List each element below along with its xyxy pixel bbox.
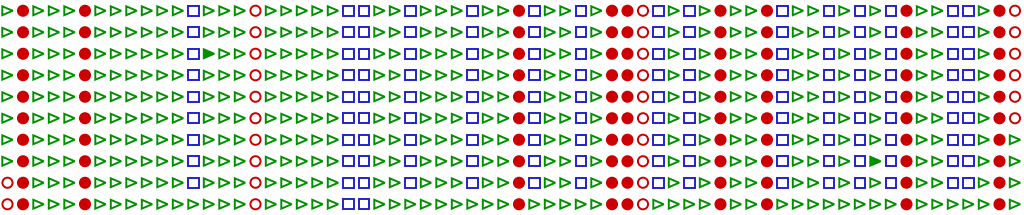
Circle shape (623, 135, 633, 145)
Circle shape (994, 49, 1005, 59)
Circle shape (18, 156, 28, 166)
Circle shape (18, 27, 28, 37)
Circle shape (901, 113, 911, 123)
Circle shape (607, 27, 617, 37)
Circle shape (623, 92, 633, 102)
Circle shape (623, 27, 633, 37)
Polygon shape (870, 157, 881, 166)
Circle shape (762, 92, 772, 102)
Circle shape (994, 135, 1005, 145)
Circle shape (762, 199, 772, 209)
Circle shape (514, 113, 524, 123)
Circle shape (901, 27, 911, 37)
Circle shape (994, 156, 1005, 166)
Circle shape (716, 135, 726, 145)
Circle shape (607, 49, 617, 59)
Circle shape (716, 178, 726, 188)
Circle shape (716, 49, 726, 59)
Circle shape (623, 113, 633, 123)
Circle shape (607, 178, 617, 188)
Circle shape (762, 135, 772, 145)
Circle shape (716, 6, 726, 16)
Circle shape (623, 156, 633, 166)
Circle shape (18, 178, 28, 188)
Circle shape (607, 156, 617, 166)
Circle shape (994, 178, 1005, 188)
Circle shape (716, 156, 726, 166)
Circle shape (80, 27, 90, 37)
Circle shape (80, 199, 90, 209)
Circle shape (901, 156, 911, 166)
Circle shape (716, 27, 726, 37)
Circle shape (18, 135, 28, 145)
Circle shape (716, 70, 726, 80)
Circle shape (762, 70, 772, 80)
Circle shape (994, 113, 1005, 123)
Circle shape (762, 49, 772, 59)
Circle shape (623, 199, 633, 209)
Circle shape (514, 156, 524, 166)
Circle shape (762, 6, 772, 16)
Circle shape (18, 92, 28, 102)
Circle shape (514, 6, 524, 16)
Circle shape (18, 70, 28, 80)
Circle shape (716, 92, 726, 102)
Circle shape (762, 27, 772, 37)
Circle shape (901, 6, 911, 16)
Polygon shape (204, 49, 214, 58)
Circle shape (514, 49, 524, 59)
Circle shape (623, 49, 633, 59)
Circle shape (623, 70, 633, 80)
Circle shape (18, 6, 28, 16)
Circle shape (994, 6, 1005, 16)
Circle shape (762, 113, 772, 123)
Circle shape (901, 178, 911, 188)
Circle shape (762, 178, 772, 188)
Circle shape (901, 70, 911, 80)
Circle shape (80, 113, 90, 123)
Circle shape (716, 113, 726, 123)
Circle shape (80, 6, 90, 16)
Circle shape (623, 6, 633, 16)
Circle shape (994, 199, 1005, 209)
Circle shape (762, 156, 772, 166)
Circle shape (80, 92, 90, 102)
Circle shape (514, 27, 524, 37)
Circle shape (18, 49, 28, 59)
Circle shape (607, 199, 617, 209)
Circle shape (623, 178, 633, 188)
Circle shape (514, 178, 524, 188)
Circle shape (80, 70, 90, 80)
Circle shape (514, 92, 524, 102)
Circle shape (607, 135, 617, 145)
Circle shape (80, 135, 90, 145)
Circle shape (18, 113, 28, 123)
Circle shape (18, 199, 28, 209)
Circle shape (607, 113, 617, 123)
Circle shape (80, 156, 90, 166)
Circle shape (607, 6, 617, 16)
Circle shape (994, 92, 1005, 102)
Circle shape (994, 27, 1005, 37)
Circle shape (901, 49, 911, 59)
Circle shape (901, 135, 911, 145)
Circle shape (901, 199, 911, 209)
Circle shape (607, 92, 617, 102)
Circle shape (994, 70, 1005, 80)
Circle shape (607, 70, 617, 80)
Circle shape (514, 70, 524, 80)
Circle shape (80, 178, 90, 188)
Circle shape (514, 135, 524, 145)
Circle shape (80, 49, 90, 59)
Circle shape (901, 92, 911, 102)
Circle shape (514, 199, 524, 209)
Circle shape (716, 199, 726, 209)
